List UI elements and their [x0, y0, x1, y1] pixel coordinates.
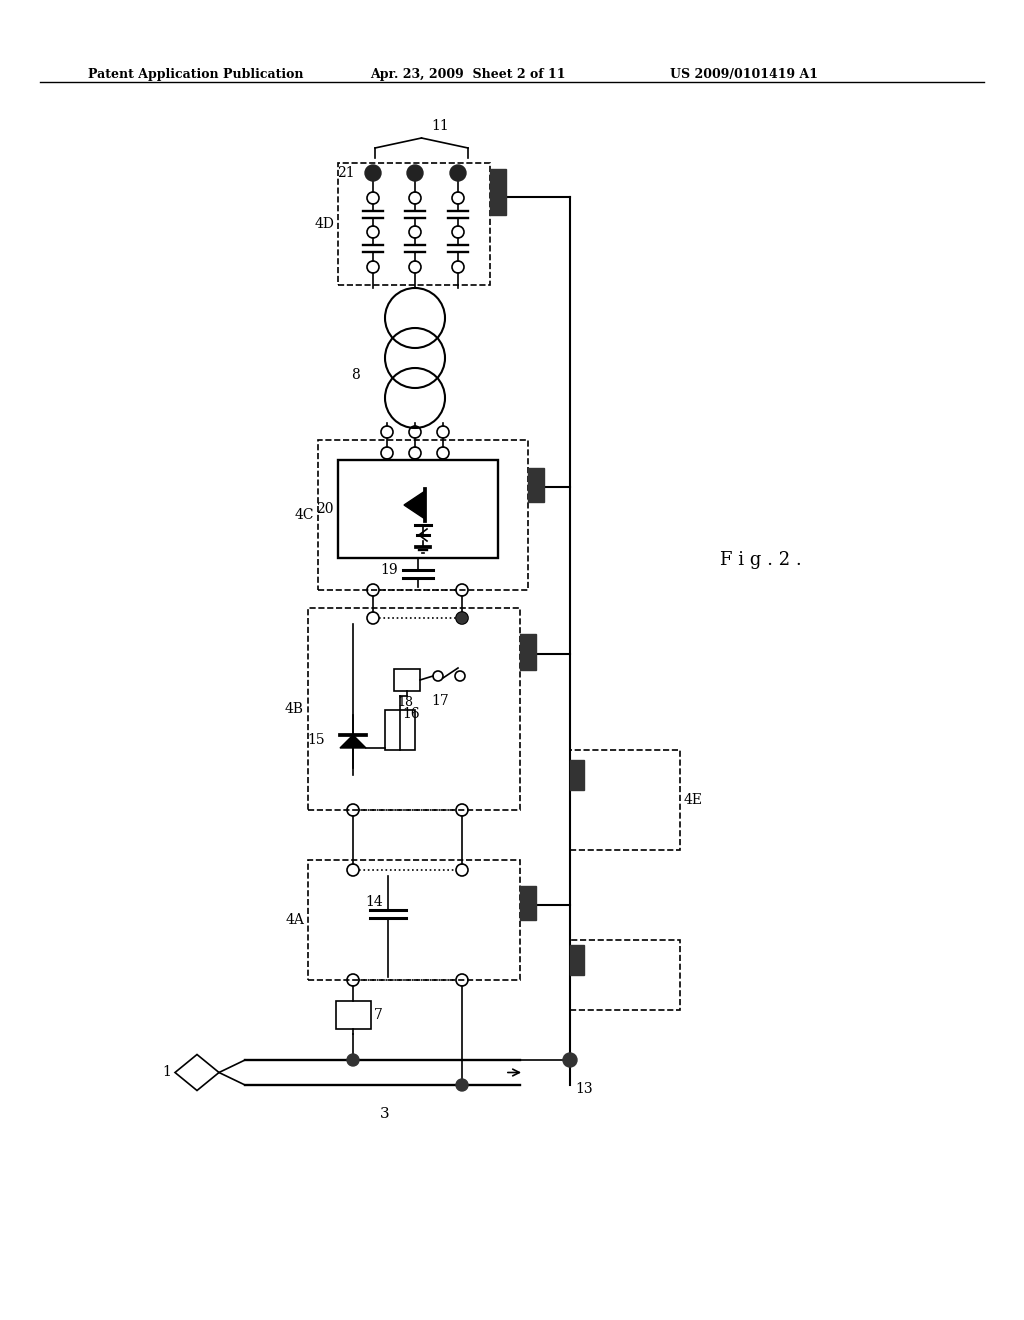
- Text: 18: 18: [397, 696, 413, 709]
- Bar: [338, 162, 490, 285]
- Circle shape: [456, 1078, 468, 1092]
- Text: 7: 7: [374, 1008, 382, 1022]
- Circle shape: [450, 165, 466, 181]
- Bar: [570, 750, 680, 850]
- Bar: [528, 469, 544, 502]
- Bar: [520, 886, 536, 920]
- Text: 8: 8: [351, 368, 360, 381]
- Bar: [490, 169, 506, 215]
- Circle shape: [457, 612, 467, 623]
- Bar: [338, 459, 498, 558]
- Text: 19: 19: [380, 564, 398, 577]
- Text: 4D: 4D: [314, 216, 334, 231]
- Bar: [318, 440, 528, 590]
- Text: 17: 17: [431, 694, 449, 708]
- Text: 13: 13: [575, 1082, 593, 1096]
- Text: 1: 1: [162, 1065, 171, 1080]
- Text: Patent Application Publication: Patent Application Publication: [88, 69, 303, 81]
- Text: 4C: 4C: [295, 508, 314, 521]
- Text: 4E: 4E: [684, 793, 703, 807]
- Text: US 2009/0101419 A1: US 2009/0101419 A1: [670, 69, 818, 81]
- Bar: [308, 861, 520, 979]
- Bar: [570, 760, 584, 789]
- Text: 15: 15: [307, 733, 325, 747]
- Circle shape: [407, 165, 423, 181]
- Bar: [394, 669, 420, 690]
- Text: 11: 11: [431, 119, 450, 133]
- Text: Apr. 23, 2009  Sheet 2 of 11: Apr. 23, 2009 Sheet 2 of 11: [370, 69, 565, 81]
- Bar: [336, 1001, 371, 1030]
- Text: 21: 21: [337, 166, 355, 180]
- Bar: [570, 940, 680, 1010]
- Circle shape: [347, 1053, 359, 1067]
- Text: 4A: 4A: [285, 913, 304, 927]
- Circle shape: [563, 1053, 577, 1067]
- Bar: [570, 945, 584, 975]
- Text: 4B: 4B: [285, 702, 304, 715]
- Bar: [520, 634, 536, 671]
- Circle shape: [365, 165, 381, 181]
- Text: 20: 20: [316, 502, 334, 516]
- Polygon shape: [404, 491, 425, 519]
- Text: 3: 3: [380, 1107, 390, 1121]
- Text: 16: 16: [402, 708, 420, 721]
- Text: F i g . 2 .: F i g . 2 .: [720, 550, 802, 569]
- Bar: [308, 609, 520, 810]
- Text: 14: 14: [366, 895, 383, 909]
- Bar: [385, 710, 415, 750]
- Polygon shape: [340, 735, 366, 748]
